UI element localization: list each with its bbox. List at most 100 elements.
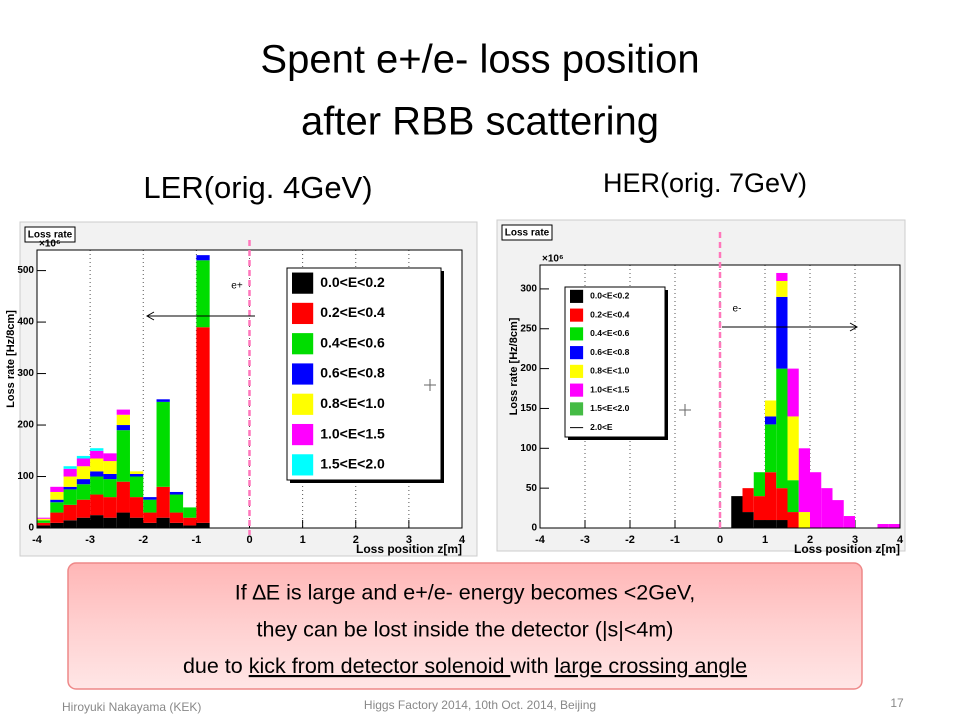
- x-tick-label: -3: [580, 534, 590, 546]
- histogram-bar: [169, 491, 184, 495]
- y-tick-label: 300: [17, 368, 34, 379]
- y-tick-label: 0: [531, 523, 537, 534]
- histogram-bar: [37, 518, 51, 521]
- histogram-bar: [50, 499, 64, 503]
- histogram-bar: [832, 500, 844, 528]
- title-line: after RBB scattering: [301, 100, 659, 144]
- histogram-bar: [765, 416, 777, 425]
- histogram-bar: [776, 296, 788, 369]
- x-tick-label: -4: [535, 534, 546, 546]
- x-tick-label: 3: [852, 534, 858, 546]
- legend-swatch: [292, 423, 314, 446]
- annotation: e+: [231, 281, 243, 292]
- histogram-bar: [76, 466, 91, 480]
- histogram-bar: [37, 525, 51, 528]
- y-tick-label: 100: [17, 471, 34, 482]
- histogram-bar: [129, 476, 144, 498]
- histogram-bar: [103, 473, 117, 480]
- histogram-bar: [90, 515, 104, 528]
- legend-label: 0.8<E<1.0: [590, 366, 630, 376]
- histogram-bar: [129, 497, 144, 518]
- histogram-bar: [183, 507, 197, 518]
- histogram-bar: [37, 517, 51, 519]
- plus-marker: [424, 379, 436, 391]
- histogram-bar: [37, 520, 51, 523]
- histogram-bar: [50, 522, 64, 528]
- histogram-bar: [63, 476, 77, 487]
- x-tick-label: 1: [762, 534, 768, 546]
- histogram-bar: [765, 520, 777, 528]
- histogram-bar: [196, 255, 210, 261]
- note-underlined: kick from detector solenoid: [249, 654, 511, 678]
- histogram-bar: [103, 479, 117, 498]
- histogram-bar: [103, 497, 117, 518]
- chart-title: LER(orig. 4GeV): [143, 170, 372, 205]
- y-axis-label: Loss rate [Hz/8cm]: [508, 317, 520, 415]
- histogram-bar: [183, 525, 197, 528]
- histogram-bar: [116, 414, 130, 426]
- footer-left: Hiroyuki Nakayama (KEK): [62, 700, 201, 714]
- y-tick-label: 400: [17, 317, 34, 328]
- legend-swatch: [292, 363, 314, 385]
- x-tick-label: -3: [85, 534, 95, 546]
- histogram-bar: [776, 280, 788, 297]
- histogram-bar: [753, 520, 765, 528]
- histogram-bar: [787, 416, 799, 481]
- histogram-bar: [765, 472, 777, 521]
- histogram-bar: [76, 458, 91, 467]
- note-underlined: large crossing angle: [555, 654, 747, 678]
- note-text: with: [509, 654, 554, 678]
- plus-marker: [679, 404, 691, 416]
- legend-label: 0.8<E<1.0: [320, 395, 385, 411]
- histogram-bar: [63, 504, 77, 521]
- histogram-bar: [63, 486, 77, 490]
- note-text: due to: [183, 654, 249, 678]
- histogram-bar: [169, 494, 184, 513]
- legend-label: 0.2<E<0.4: [320, 304, 385, 320]
- y-multiplier: ×10⁶: [542, 254, 564, 265]
- footer-center: Higgs Factory 2014, 10th Oct. 2014, Beij…: [364, 698, 596, 712]
- legend-label: 0.0<E<0.2: [590, 291, 630, 301]
- legend-swatch: [570, 289, 584, 303]
- legend-label: 0.6<E<0.8: [590, 347, 630, 357]
- histogram-bar: [843, 516, 855, 528]
- histogram-bar: [169, 512, 184, 523]
- legend-swatch: [570, 402, 584, 416]
- legend-label: 0.4<E<0.6: [320, 334, 385, 350]
- legend-label: 2.0<E: [590, 422, 613, 432]
- x-tick-label: 0: [717, 534, 723, 546]
- histogram-bar: [776, 272, 788, 281]
- histogram-bar: [731, 496, 743, 528]
- histogram-bar: [63, 466, 77, 469]
- histogram-bar: [821, 488, 833, 528]
- histogram-bar: [196, 327, 210, 523]
- histogram-bar: [129, 473, 144, 477]
- note-text: If ∆E is large and e+/e- energy becomes …: [235, 581, 696, 605]
- legend-swatch: [570, 383, 584, 397]
- histogram-bar: [90, 450, 104, 459]
- legend-swatch: [570, 308, 584, 322]
- histogram-bar: [765, 400, 777, 417]
- legend-swatch: [292, 333, 314, 355]
- histogram-bar: [76, 517, 91, 528]
- x-tick-label: -2: [138, 534, 148, 546]
- histogram-bar: [877, 524, 889, 528]
- histogram-bar: [742, 512, 754, 528]
- y-tick-label: 100: [520, 443, 537, 454]
- histogram-bar: [787, 512, 799, 528]
- histogram-bar: [143, 522, 157, 528]
- x-tick-label: 1: [300, 534, 306, 546]
- histogram-bar: [50, 512, 64, 523]
- y-multiplier: ×10⁶: [39, 239, 61, 250]
- panel-label-box: [24, 226, 76, 243]
- arrow-head: [849, 322, 859, 332]
- x-tick-label: -1: [191, 534, 201, 546]
- histogram-bar: [76, 455, 91, 459]
- histogram-bar: [63, 489, 77, 505]
- legend-swatch: [570, 364, 584, 378]
- histogram-bar: [76, 484, 91, 500]
- annotation: e-: [733, 304, 742, 315]
- histogram-bar: [37, 522, 51, 526]
- histogram-bar: [116, 409, 130, 415]
